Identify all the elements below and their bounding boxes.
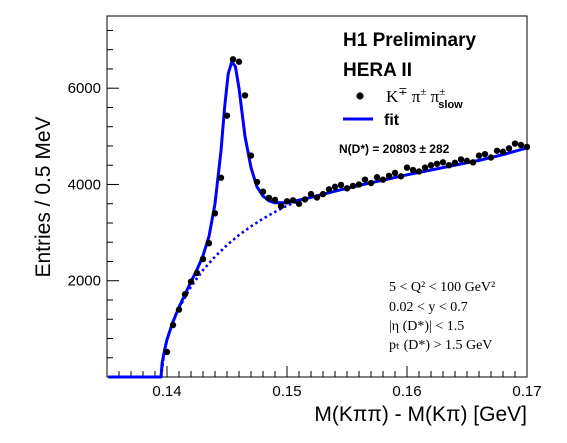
data-point: [187, 278, 195, 285]
y-tick-label: 4000: [68, 176, 101, 193]
data-point: [511, 140, 519, 147]
data-point: [523, 143, 531, 151]
data-point: [319, 190, 327, 198]
data-point: [379, 176, 387, 183]
data-point: [421, 164, 429, 171]
data-point: [229, 56, 237, 63]
data-point: [469, 159, 477, 166]
data-point: [385, 172, 393, 179]
data-point: [169, 321, 177, 329]
data-point: [367, 179, 375, 187]
data-point: [181, 291, 189, 298]
cut-y: 0.02 < y < 0.7: [389, 300, 468, 315]
data-point: [271, 196, 279, 204]
data-point: [499, 148, 507, 155]
data-point: [277, 202, 285, 210]
data-point: [265, 194, 273, 202]
tick-labels: 0.14 0.15 0.16 0.17 2000 4000 6000: [68, 80, 542, 400]
plot-frame: [106, 15, 528, 378]
data-point: [235, 58, 243, 65]
data-point: [301, 196, 309, 203]
x-tick-label: 0.14: [152, 383, 181, 400]
data-point: [487, 154, 495, 161]
data-point: [325, 186, 333, 193]
data-point: [313, 194, 321, 201]
data-point: [355, 181, 363, 188]
data-point: [445, 162, 453, 169]
data-point: [349, 182, 357, 190]
legend-data-label: K∓ π± π± slow: [386, 86, 463, 111]
x-tick-label: 0.15: [272, 383, 301, 400]
data-point: [307, 190, 315, 198]
data-point: [289, 197, 297, 204]
data-point: [241, 92, 249, 99]
chart-title: H1 Preliminary: [343, 30, 476, 51]
background-curve: [159, 199, 300, 378]
data-point: [397, 173, 405, 180]
data-point: [361, 176, 369, 183]
data-point: [403, 164, 411, 171]
data-point: [517, 141, 525, 149]
data-point: [451, 159, 459, 167]
data-point: [475, 152, 483, 159]
data-point: [457, 156, 465, 163]
data-point: [331, 183, 339, 191]
data-point: [217, 174, 225, 181]
data-point: [391, 169, 399, 177]
y-axis-title: Entries / 0.5 MeV: [32, 116, 55, 277]
data-point: [223, 112, 231, 119]
data-point: [463, 157, 471, 165]
data-point: [433, 160, 441, 167]
x-tick-label: 0.16: [392, 383, 421, 400]
data-point: [253, 178, 261, 186]
data-point: [247, 152, 255, 159]
data-point: [163, 348, 171, 356]
data-point: [481, 150, 489, 158]
data-point: [415, 168, 423, 175]
data-point: [211, 210, 219, 217]
data-point: [283, 198, 291, 205]
y-tick-label: 2000: [68, 273, 101, 290]
data-point: [439, 159, 447, 166]
data-point: [259, 188, 267, 195]
cut-q2: 5 < Q² < 100 GeV²: [389, 280, 495, 295]
data-point: [337, 181, 345, 189]
x-axis-title: M(Kππ) - M(Kπ) [GeV]: [314, 403, 527, 426]
x-tick-label: 0.17: [512, 383, 541, 400]
data-point: [295, 200, 303, 207]
data-point: [205, 239, 213, 247]
legend-data-marker: [356, 92, 364, 100]
data-points: [163, 56, 531, 356]
data-point: [343, 185, 351, 192]
data-point: [505, 145, 513, 152]
chart-subtitle: HERA II: [343, 60, 412, 81]
data-point: [493, 147, 501, 154]
data-point: [175, 306, 183, 313]
y-tick-label: 6000: [68, 80, 101, 97]
legend-fit-label: fit: [384, 112, 400, 129]
data-point: [409, 166, 417, 174]
cut-pt: pₜ (D*) > 1.5 GeV: [389, 338, 492, 353]
data-point: [199, 255, 207, 263]
data-point: [193, 269, 201, 277]
cut-eta: |η (D*)| < 1.5: [389, 319, 464, 334]
signal-count: N(D*) = 20803 ± 282: [339, 142, 450, 156]
data-point: [427, 162, 435, 169]
data-point: [373, 174, 381, 181]
